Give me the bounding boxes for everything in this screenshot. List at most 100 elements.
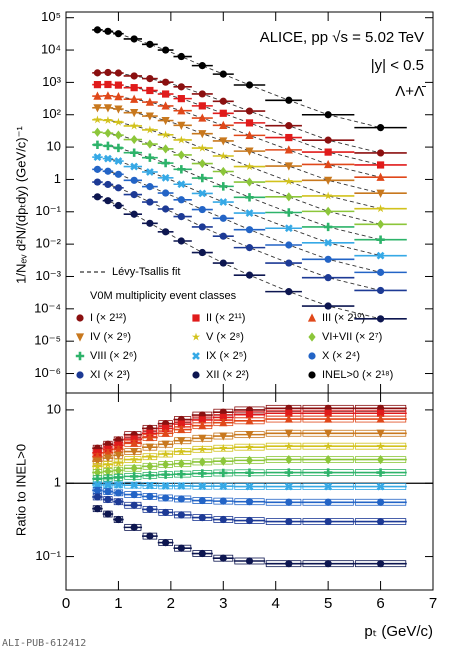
marker <box>161 440 170 449</box>
marker <box>104 510 112 518</box>
marker <box>130 481 139 490</box>
marker <box>145 125 155 134</box>
marker <box>245 455 254 465</box>
marker <box>104 68 112 77</box>
marker <box>219 70 227 78</box>
marker <box>145 481 154 490</box>
syst-box <box>174 470 192 478</box>
marker <box>145 153 155 162</box>
marker <box>177 196 185 204</box>
marker <box>284 441 294 450</box>
marker <box>245 193 254 202</box>
marker <box>376 204 385 213</box>
marker <box>114 458 123 467</box>
marker <box>130 438 139 447</box>
syst-box <box>213 482 234 490</box>
marker <box>308 332 316 342</box>
marker <box>376 409 385 417</box>
marker <box>161 101 170 110</box>
marker <box>93 461 102 470</box>
marker <box>284 162 293 171</box>
syst-box <box>302 483 354 490</box>
marker <box>129 121 139 130</box>
marker <box>161 173 170 182</box>
marker <box>219 432 228 441</box>
syst-box <box>265 442 302 450</box>
marker <box>93 140 102 149</box>
marker <box>245 416 254 425</box>
marker <box>114 480 123 489</box>
marker <box>219 482 228 491</box>
marker <box>93 91 102 100</box>
marker <box>162 459 170 470</box>
syst-box <box>174 448 192 455</box>
marker <box>219 214 227 222</box>
marker <box>161 130 170 139</box>
marker <box>145 432 154 442</box>
marker <box>284 429 293 438</box>
marker <box>177 511 185 519</box>
annotation: Λ+Λ̄ <box>395 83 426 100</box>
y-tick-label: 10⁴ <box>41 41 61 56</box>
marker <box>93 505 102 513</box>
legend-label: V (× 2⁸) <box>206 331 244 343</box>
marker <box>130 162 139 171</box>
marker <box>177 212 185 221</box>
marker <box>284 482 293 491</box>
marker <box>93 153 102 161</box>
y-tick-label: 10⁻¹ <box>35 548 61 563</box>
marker <box>198 421 207 430</box>
y-tick-label: 10⁻² <box>35 236 61 251</box>
marker <box>93 493 102 501</box>
marker <box>130 176 138 184</box>
marker <box>162 494 170 502</box>
marker <box>245 557 254 565</box>
marker <box>130 94 139 103</box>
marker <box>130 134 138 145</box>
syst-box <box>265 415 302 423</box>
marker <box>198 158 206 169</box>
marker <box>198 205 206 214</box>
fit-curve <box>97 131 381 225</box>
marker <box>93 26 102 34</box>
marker <box>93 474 102 483</box>
marker <box>323 222 333 232</box>
marker <box>245 147 254 156</box>
marker <box>104 466 112 476</box>
legend-label: INEL>0 (× 2¹⁸) <box>322 369 393 381</box>
marker <box>285 455 293 465</box>
marker <box>103 141 113 151</box>
x-tick-label: 0 <box>62 595 70 612</box>
marker <box>198 189 207 198</box>
marker <box>245 498 254 506</box>
syst-box <box>124 464 142 472</box>
marker <box>191 332 201 341</box>
marker <box>285 409 293 417</box>
marker <box>114 489 123 497</box>
marker <box>284 145 293 154</box>
marker <box>114 157 123 165</box>
syst-box <box>265 456 302 464</box>
marker <box>245 468 254 477</box>
marker <box>285 560 293 568</box>
marker <box>145 471 155 480</box>
marker <box>308 371 316 379</box>
legend-label: X (× 2⁴) <box>322 350 360 362</box>
legend-label: VI+VII (× 2⁷) <box>322 331 382 343</box>
marker <box>198 434 207 443</box>
legend-label: VIII (× 2⁶) <box>90 350 137 362</box>
marker <box>324 409 332 417</box>
marker <box>324 455 332 465</box>
marker <box>130 109 139 118</box>
syst-box <box>124 456 142 464</box>
x-label: pₜ (GeV/c) <box>364 623 433 640</box>
marker <box>198 416 206 424</box>
marker <box>104 128 112 138</box>
marker <box>219 97 227 105</box>
marker <box>245 244 254 252</box>
marker <box>103 474 113 483</box>
marker <box>285 96 293 104</box>
marker <box>177 52 185 61</box>
syst-box <box>265 518 302 525</box>
marker <box>93 193 102 201</box>
